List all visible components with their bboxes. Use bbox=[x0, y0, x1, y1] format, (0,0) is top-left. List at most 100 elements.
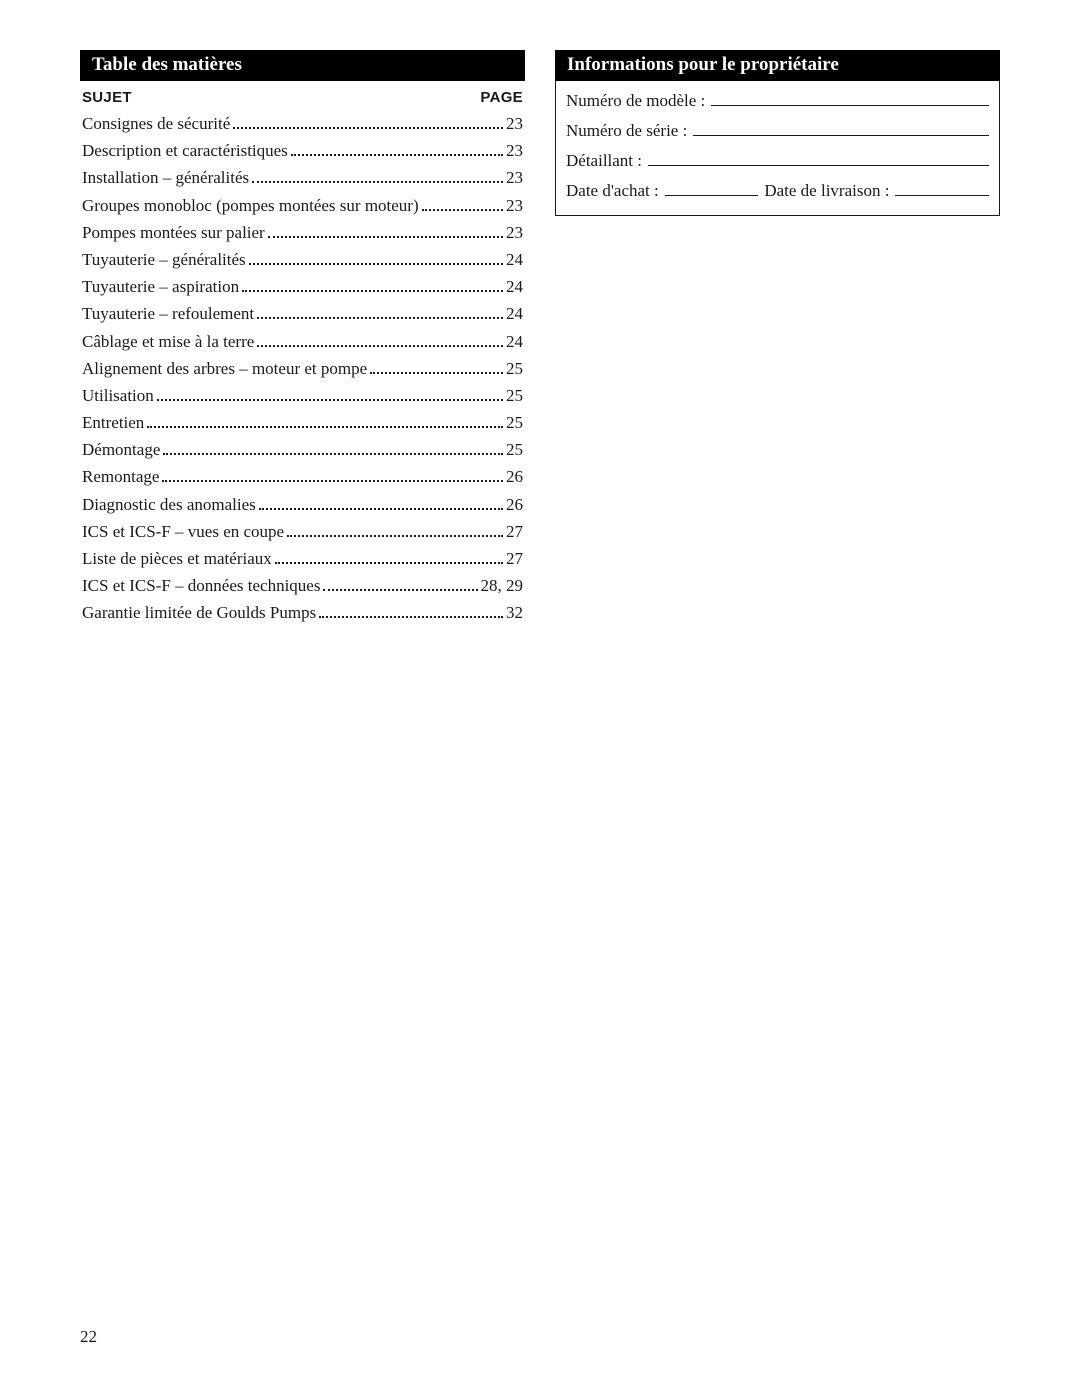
toc-item-page: 23 bbox=[506, 164, 523, 191]
toc-item-page: 24 bbox=[506, 300, 523, 327]
toc-item-page: 25 bbox=[506, 436, 523, 463]
owner-info-box: Numéro de modèle : Numéro de série : Dét… bbox=[555, 81, 1000, 216]
toc-item-page: 23 bbox=[506, 219, 523, 246]
toc-item-label: Installation – généralités bbox=[82, 164, 249, 191]
toc-dots bbox=[162, 480, 503, 482]
toc-row: Garantie limitée de Goulds Pumps 32 bbox=[82, 599, 523, 626]
serial-number-row: Numéro de série : bbox=[566, 121, 989, 141]
toc-dots bbox=[287, 535, 503, 537]
toc-item-page: 26 bbox=[506, 491, 523, 518]
toc-row: Alignement des arbres – moteur et pompe 2… bbox=[82, 355, 523, 382]
toc-item-page: 25 bbox=[506, 382, 523, 409]
toc-row: Démontage 25 bbox=[82, 436, 523, 463]
toc-row: Installation – généralités 23 bbox=[82, 164, 523, 191]
toc-header-page: PAGE bbox=[480, 89, 523, 106]
toc-row: Utilisation 25 bbox=[82, 382, 523, 409]
toc-item-label: Utilisation bbox=[82, 382, 154, 409]
toc-dots bbox=[233, 127, 503, 129]
toc-row: Tuyauterie – généralités 24 bbox=[82, 246, 523, 273]
dealer-line bbox=[648, 165, 989, 166]
purchase-date-line bbox=[665, 195, 759, 196]
toc-item-label: Remontage bbox=[82, 463, 159, 490]
toc-title: Table des matières bbox=[80, 50, 525, 81]
toc-row: Tuyauterie – refoulement 24 bbox=[82, 300, 523, 327]
toc-dots bbox=[268, 236, 503, 238]
toc-item-page: 32 bbox=[506, 599, 523, 626]
toc-dots bbox=[257, 317, 503, 319]
toc-item-label: Consignes de sécurité bbox=[82, 110, 230, 137]
toc-item-page: 25 bbox=[506, 355, 523, 382]
toc-item-label: Garantie limitée de Goulds Pumps bbox=[82, 599, 316, 626]
toc-item-label: Description et caractéristiques bbox=[82, 137, 288, 164]
toc-row: Entretien 25 bbox=[82, 409, 523, 436]
toc-row: Remontage 26 bbox=[82, 463, 523, 490]
toc-item-page: 26 bbox=[506, 463, 523, 490]
toc-item-label: Tuyauterie – aspiration bbox=[82, 273, 239, 300]
toc-row: Diagnostic des anomalies 26 bbox=[82, 491, 523, 518]
toc-item-page: 23 bbox=[506, 110, 523, 137]
toc-item-page: 24 bbox=[506, 328, 523, 355]
toc-item-label: Entretien bbox=[82, 409, 144, 436]
toc-row: Groupes monobloc (pompes montées sur mot… bbox=[82, 192, 523, 219]
toc-item-label: Groupes monobloc (pompes montées sur mot… bbox=[82, 192, 419, 219]
toc-item-page: 27 bbox=[506, 545, 523, 572]
serial-number-label: Numéro de série : bbox=[566, 121, 687, 141]
serial-number-line bbox=[693, 135, 989, 136]
toc-row: Câblage et mise à la terre 24 bbox=[82, 328, 523, 355]
toc-row: Consignes de sécurité 23 bbox=[82, 110, 523, 137]
toc-dots bbox=[147, 426, 503, 428]
left-column: Table des matières SUJET PAGE Consignes … bbox=[80, 50, 525, 627]
toc-item-page: 24 bbox=[506, 246, 523, 273]
toc-item-label: Diagnostic des anomalies bbox=[82, 491, 256, 518]
toc-item-page: 25 bbox=[506, 409, 523, 436]
toc-dots bbox=[275, 562, 503, 564]
toc-item-label: Pompes montées sur palier bbox=[82, 219, 265, 246]
toc-row: Description et caractéristiques 23 bbox=[82, 137, 523, 164]
page-number: 22 bbox=[80, 1327, 97, 1347]
toc-item-page: 23 bbox=[506, 137, 523, 164]
toc-dots bbox=[157, 399, 503, 401]
toc-row: ICS et ICS-F – données techniques 28, 29 bbox=[82, 572, 523, 599]
model-number-row: Numéro de modèle : bbox=[566, 91, 989, 111]
toc-dots bbox=[242, 290, 503, 292]
toc-dots bbox=[259, 508, 503, 510]
toc-item-page: 27 bbox=[506, 518, 523, 545]
toc-dots bbox=[319, 616, 503, 618]
toc-dots bbox=[249, 263, 503, 265]
toc-item-label: ICS et ICS-F – données techniques bbox=[82, 572, 320, 599]
delivery-date-label: Date de livraison : bbox=[764, 181, 889, 201]
toc-item-label: Démontage bbox=[82, 436, 160, 463]
toc-list: Consignes de sécurité23Description et ca… bbox=[80, 110, 525, 627]
toc-item-page: 24 bbox=[506, 273, 523, 300]
toc-item-label: Câblage et mise à la terre bbox=[82, 328, 254, 355]
toc-item-page: 23 bbox=[506, 192, 523, 219]
toc-dots bbox=[323, 589, 477, 591]
toc-item-label: Liste de pièces et matériaux bbox=[82, 545, 272, 572]
toc-dots bbox=[291, 154, 503, 156]
toc-dots bbox=[252, 181, 503, 183]
owner-info-title: Informations pour le propriétaire bbox=[555, 50, 1000, 81]
toc-item-label: Tuyauterie – généralités bbox=[82, 246, 246, 273]
delivery-date-line bbox=[895, 195, 989, 196]
toc-row: Pompes montées sur palier 23 bbox=[82, 219, 523, 246]
dealer-label: Détaillant : bbox=[566, 151, 642, 171]
model-number-line bbox=[711, 105, 989, 106]
toc-dots bbox=[257, 345, 503, 347]
model-number-label: Numéro de modèle : bbox=[566, 91, 705, 111]
toc-row: Liste de pièces et matériaux 27 bbox=[82, 545, 523, 572]
toc-item-page: 28, 29 bbox=[481, 572, 524, 599]
right-column: Informations pour le propriétaire Numéro… bbox=[555, 50, 1000, 627]
toc-row: ICS et ICS-F – vues en coupe 27 bbox=[82, 518, 523, 545]
toc-dots bbox=[370, 372, 503, 374]
toc-item-label: Tuyauterie – refoulement bbox=[82, 300, 254, 327]
toc-dots bbox=[163, 453, 503, 455]
toc-header-subject: SUJET bbox=[82, 89, 132, 106]
toc-row: Tuyauterie – aspiration 24 bbox=[82, 273, 523, 300]
toc-item-label: ICS et ICS-F – vues en coupe bbox=[82, 518, 284, 545]
toc-column-header: SUJET PAGE bbox=[80, 81, 525, 110]
dates-row: Date d'achat : Date de livraison : bbox=[566, 181, 989, 201]
purchase-date-label: Date d'achat : bbox=[566, 181, 659, 201]
dealer-row: Détaillant : bbox=[566, 151, 989, 171]
toc-dots bbox=[422, 209, 503, 211]
toc-item-label: Alignement des arbres – moteur et pompe bbox=[82, 355, 367, 382]
